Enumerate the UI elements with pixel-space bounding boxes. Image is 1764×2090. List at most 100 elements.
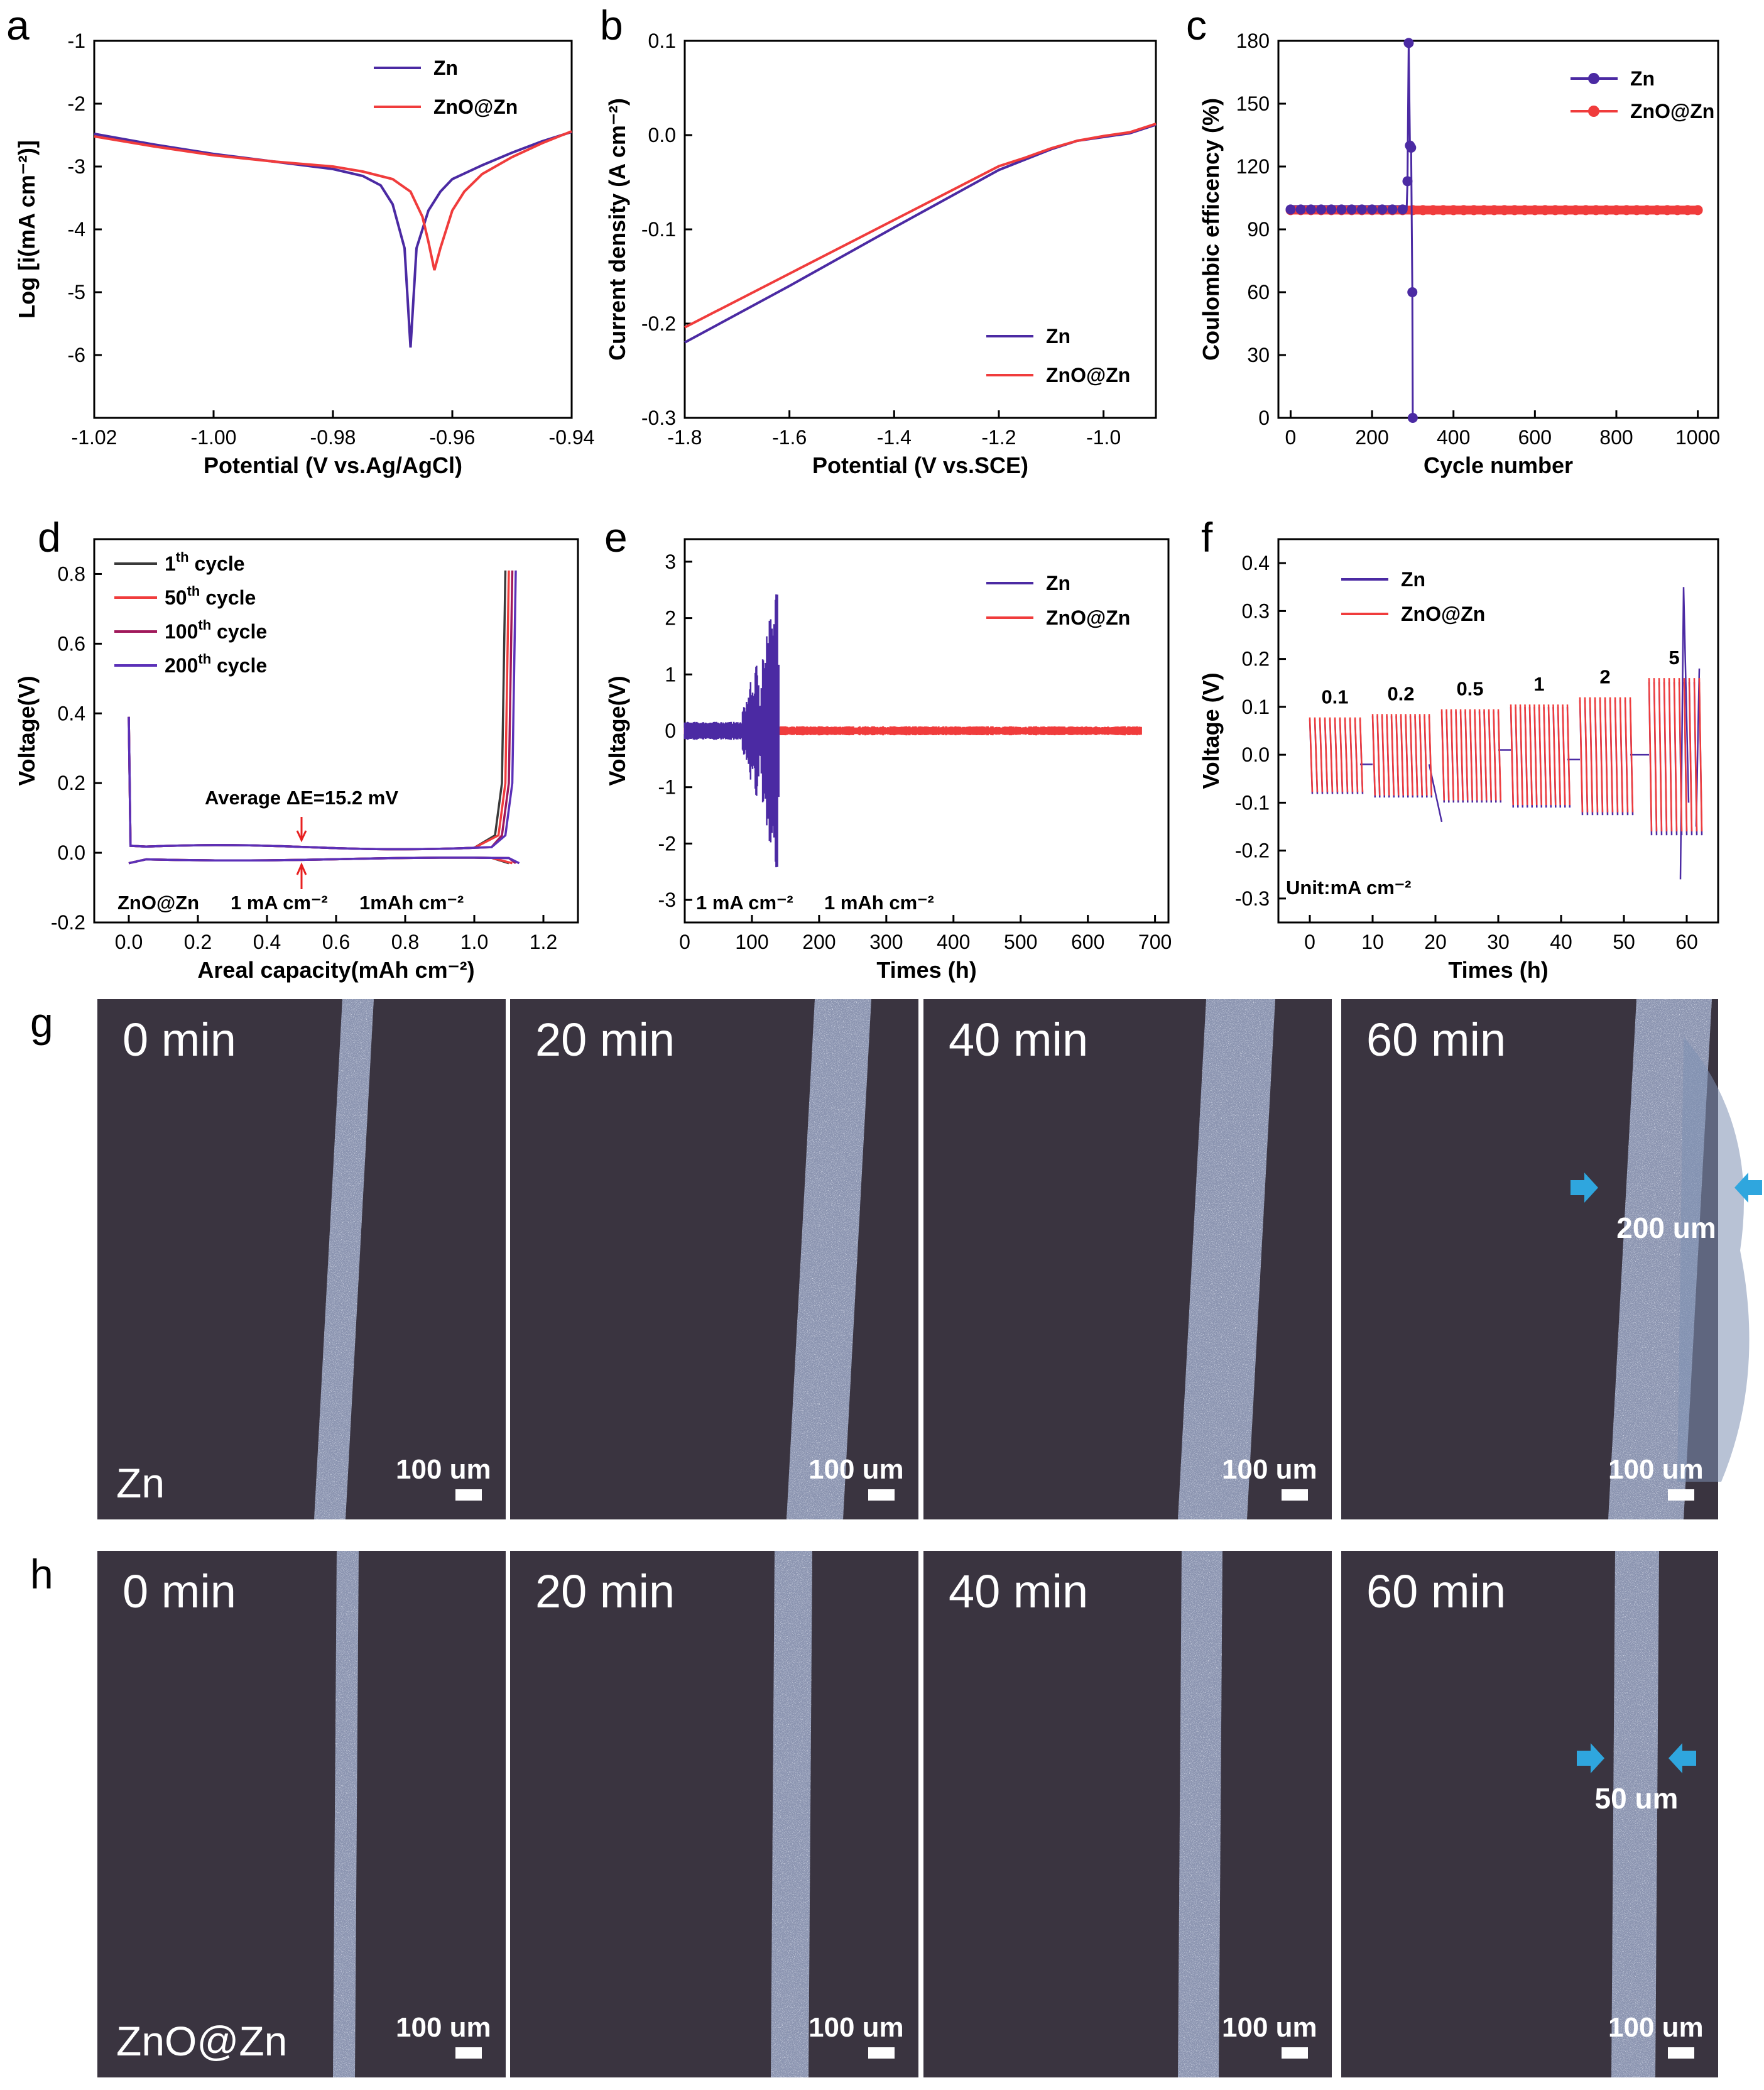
- y-tick-label: 30: [1247, 344, 1270, 366]
- legend-label-ZnO@Zn: ZnO@Zn: [1401, 603, 1485, 625]
- plot-frame: [683, 40, 1157, 419]
- data-point-ZnO@Zn: [1530, 205, 1540, 216]
- data-point-Zn: [1356, 204, 1367, 215]
- y-tick-label: -0.3: [641, 407, 676, 429]
- rate-label: 0.1: [1321, 686, 1348, 708]
- x-tick-label: 0: [679, 931, 690, 953]
- legend-sup: th: [198, 617, 211, 633]
- series-line-charge: [128, 570, 517, 851]
- y-tick-label: 0.3: [1242, 599, 1270, 622]
- micrograph-h-3: 60 min 100 um 50 um: [1341, 1551, 1718, 2077]
- scale-bar: [1282, 2047, 1308, 2059]
- x-axis-title: Times (h): [876, 957, 976, 983]
- legend-suffix: cycle: [200, 586, 256, 609]
- legend-label-Zn: Zn: [433, 57, 458, 79]
- legend-label: 200th cycle: [165, 651, 267, 677]
- data-point-ZnO@Zn: [1418, 205, 1429, 216]
- unit-annotation: Unit:mA cm⁻²: [1286, 877, 1412, 899]
- data-point-ZnO@Zn: [1581, 205, 1591, 216]
- x-tick-label: 600: [1518, 426, 1552, 449]
- data-point-Zn: [1407, 413, 1418, 423]
- time-label: 20 min: [535, 1565, 675, 1617]
- data-point-ZnO@Zn: [1509, 205, 1520, 216]
- y-tick-label: 0.0: [58, 841, 85, 864]
- x-tick-label: 0: [1285, 426, 1297, 449]
- data-point-Zn: [1295, 204, 1306, 215]
- legend-sup: th: [187, 583, 200, 599]
- x-tick-label: 800: [1599, 426, 1633, 449]
- panel-letter: c: [1186, 2, 1207, 48]
- x-axis-title: Cycle number: [1424, 452, 1573, 478]
- y-tick-label: -1: [68, 30, 85, 52]
- y-tick-label: 0.1: [648, 30, 676, 52]
- x-tick-label: -1.00: [191, 426, 237, 449]
- y-tick-label: -0.3: [1235, 887, 1270, 910]
- current-annotation: 1 mA cm⁻²: [696, 892, 793, 914]
- data-point-ZnO@Zn: [1571, 205, 1581, 216]
- y-axis-title: Current density (A cm⁻²): [604, 98, 630, 361]
- x-tick-label: -0.96: [430, 426, 476, 449]
- y-tick-label: 0: [665, 719, 676, 742]
- y-tick-label: 0.2: [58, 772, 85, 794]
- x-tick-label: 10: [1361, 931, 1384, 953]
- panel-letter: a: [6, 2, 30, 48]
- legend-label-ZnO@Zn: ZnO@Zn: [1630, 100, 1714, 123]
- x-tick-label: -1.8: [667, 426, 702, 449]
- micrograph-background: [97, 999, 506, 1519]
- panel-letter: b: [600, 2, 623, 48]
- x-tick-label: 0.4: [253, 931, 281, 953]
- data-point-Zn: [1387, 204, 1398, 215]
- data-point-ZnO@Zn: [1448, 205, 1459, 216]
- x-tick-label: 200: [802, 931, 836, 953]
- arrow-down-icon: [296, 817, 307, 843]
- series-line-discharge: [128, 856, 520, 865]
- y-axis-title: Coulombic efficency (%): [1198, 98, 1224, 361]
- micrograph-g-1: 20 min 100 um: [510, 999, 918, 1519]
- y-tick-label: 2: [665, 607, 676, 630]
- data-point-ZnO@Zn: [1682, 205, 1693, 216]
- time-label: 60 min: [1366, 1014, 1506, 1066]
- x-tick-label: 300: [869, 931, 903, 953]
- data-point-ZnO@Zn: [1601, 205, 1611, 216]
- x-tick-label: -1.6: [772, 426, 807, 449]
- data-point-ZnO@Zn: [1560, 205, 1571, 216]
- data-point-ZnO@Zn: [1479, 205, 1489, 216]
- time-label: 20 min: [535, 1014, 675, 1066]
- y-axis-title: Voltage (V): [1198, 672, 1224, 789]
- y-axis-title: Voltage(V): [14, 676, 40, 785]
- data-point-Zn: [1397, 204, 1408, 215]
- micrograph-g-2: 40 min 100 um: [923, 999, 1332, 1519]
- legend-label-ZnO@Zn: ZnO@Zn: [433, 96, 518, 118]
- scale-label: 100 um: [1608, 2012, 1704, 2043]
- data-point-ZnO@Zn: [1489, 205, 1500, 216]
- x-tick-label: 0.2: [184, 931, 212, 953]
- time-label: 0 min: [122, 1014, 236, 1066]
- legend-suffix: cycle: [211, 620, 267, 643]
- scale-label: 100 um: [396, 1454, 491, 1485]
- x-tick-label: 400: [1437, 426, 1470, 449]
- x-axis-title: Potential (V vs.SCE): [812, 452, 1028, 478]
- y-tick-label: 120: [1236, 155, 1270, 178]
- data-point-ZnO@Zn: [1428, 205, 1439, 216]
- y-tick-label: 0.4: [58, 702, 85, 725]
- x-tick-label: -1.0: [1086, 426, 1121, 449]
- x-tick-label: 20: [1424, 931, 1447, 953]
- micrograph-g-0: 0 min 100 um Zn: [97, 999, 506, 1519]
- data-point-Zn: [1305, 204, 1316, 215]
- x-tick-label: 700: [1138, 931, 1172, 953]
- x-tick-label: 0.0: [115, 931, 143, 953]
- x-axis-title: Potential (V vs.Ag/AgCl): [204, 452, 462, 478]
- y-tick-label: 150: [1236, 92, 1270, 115]
- legend-marker: [1588, 73, 1599, 84]
- x-tick-label: -1.2: [981, 426, 1016, 449]
- scale-bar: [455, 2047, 482, 2059]
- legend-label-ZnO@Zn: ZnO@Zn: [1046, 364, 1130, 386]
- scale-bar: [868, 2047, 895, 2059]
- data-point-Zn: [1316, 204, 1327, 215]
- data-point-Zn: [1367, 204, 1378, 215]
- rate-label: 2: [1599, 666, 1610, 688]
- scale-label: 100 um: [1222, 1454, 1317, 1485]
- legend-label: 50th cycle: [165, 583, 256, 609]
- legend-suffix: cycle: [211, 654, 267, 677]
